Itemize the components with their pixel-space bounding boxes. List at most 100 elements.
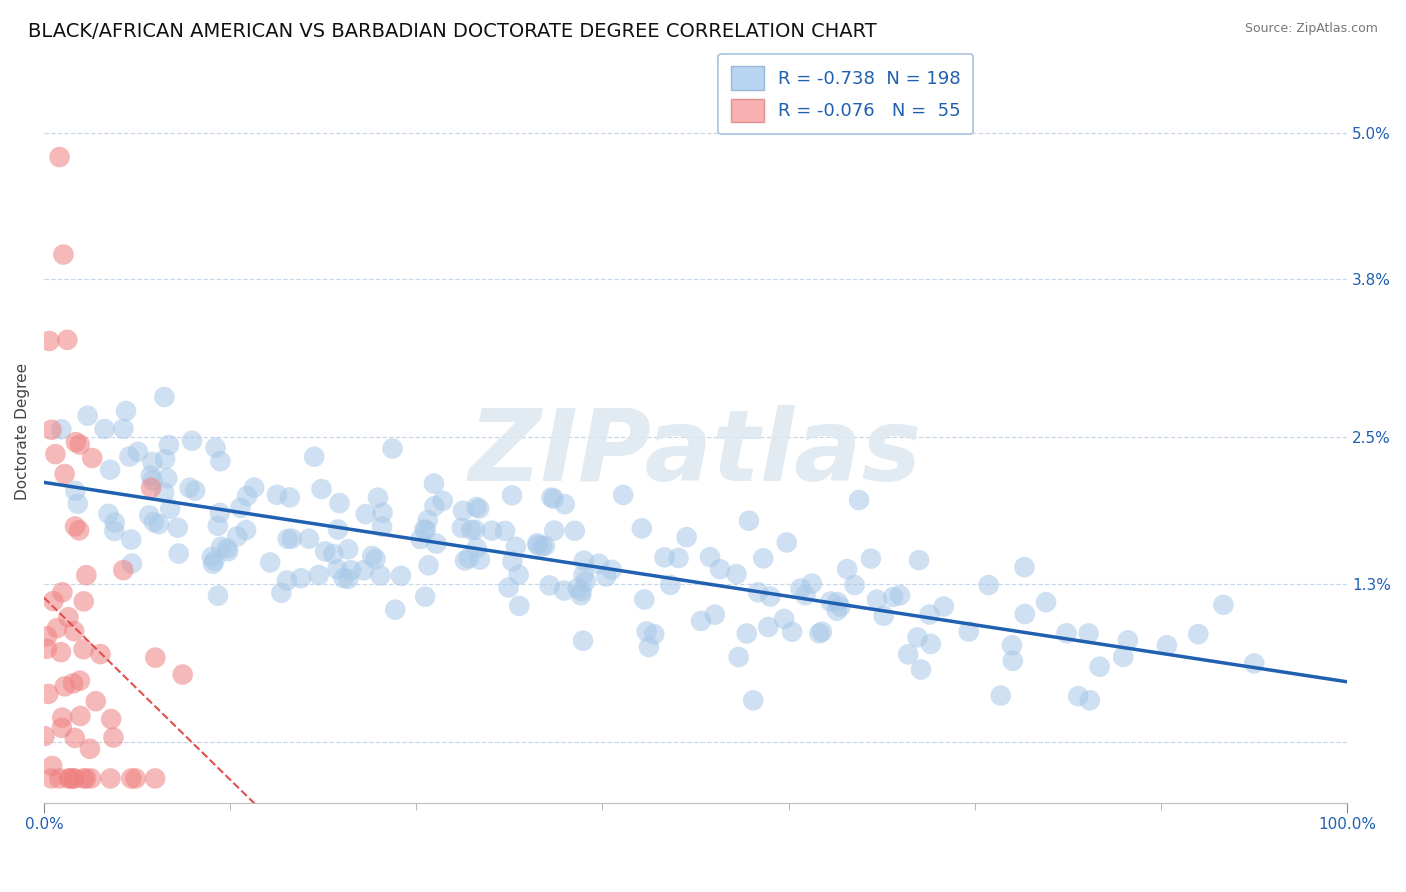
Point — [811, 624, 834, 639]
Point — [659, 578, 682, 592]
Point — [65, 483, 87, 498]
Point — [322, 547, 344, 561]
Point — [907, 630, 929, 644]
Point — [276, 574, 298, 588]
Point — [1112, 649, 1135, 664]
Point — [201, 549, 224, 564]
Point — [209, 540, 232, 554]
Point — [75, 568, 97, 582]
Point — [1067, 689, 1090, 703]
Point — [326, 562, 349, 576]
Point — [63, 519, 86, 533]
Point — [1243, 657, 1265, 671]
Point — [76, 409, 98, 423]
Point — [34, 729, 56, 743]
Point — [866, 592, 889, 607]
Point — [572, 553, 595, 567]
Point — [69, 709, 91, 723]
Point — [543, 524, 565, 538]
Point — [166, 521, 188, 535]
Point — [494, 524, 516, 538]
Point — [1035, 595, 1057, 609]
Point — [44, 447, 66, 461]
Point — [918, 607, 941, 622]
Point — [41, 423, 63, 437]
Point — [1014, 607, 1036, 621]
Point — [112, 422, 135, 436]
Point — [458, 551, 481, 566]
Point — [209, 454, 232, 468]
Point — [63, 731, 86, 745]
Point — [409, 532, 432, 546]
Point — [554, 497, 576, 511]
Point — [481, 524, 503, 538]
Point — [314, 544, 336, 558]
Point — [668, 551, 690, 566]
Point — [526, 536, 548, 550]
Point — [143, 650, 166, 665]
Point — [278, 491, 301, 505]
Point — [889, 588, 911, 602]
Point — [460, 523, 482, 537]
Point — [789, 582, 811, 596]
Point — [270, 586, 292, 600]
Point — [415, 524, 437, 538]
Point — [51, 585, 73, 599]
Point — [353, 563, 375, 577]
Point — [207, 589, 229, 603]
Point — [204, 441, 226, 455]
Point — [567, 581, 589, 595]
Point — [142, 515, 165, 529]
Point — [46, 621, 69, 635]
Point — [633, 592, 655, 607]
Point — [184, 483, 207, 498]
Point — [148, 517, 170, 532]
Point — [423, 476, 446, 491]
Point — [553, 583, 575, 598]
Point — [63, 772, 86, 786]
Point — [311, 482, 333, 496]
Point — [1116, 633, 1139, 648]
Point — [800, 576, 823, 591]
Point — [354, 507, 377, 521]
Point — [58, 610, 80, 624]
Point — [505, 540, 527, 554]
Point — [367, 491, 389, 505]
Point — [226, 529, 249, 543]
Point — [121, 557, 143, 571]
Point — [181, 434, 204, 448]
Point — [84, 694, 107, 708]
Point — [531, 539, 554, 553]
Point — [508, 567, 530, 582]
Point — [897, 648, 920, 662]
Point — [208, 506, 231, 520]
Point — [908, 553, 931, 567]
Point — [326, 523, 349, 537]
Point — [337, 572, 360, 586]
Point — [543, 491, 565, 506]
Point — [112, 563, 135, 577]
Point — [675, 530, 697, 544]
Point — [468, 552, 491, 566]
Point — [38, 334, 60, 348]
Point — [690, 614, 713, 628]
Point — [66, 497, 89, 511]
Point — [756, 620, 779, 634]
Point — [735, 626, 758, 640]
Point — [73, 594, 96, 608]
Text: ZIPatlas: ZIPatlas — [470, 405, 922, 502]
Point — [103, 524, 125, 538]
Point — [643, 627, 665, 641]
Point — [727, 650, 749, 665]
Point — [468, 501, 491, 516]
Point — [100, 712, 122, 726]
Point — [201, 557, 224, 571]
Point — [103, 731, 125, 745]
Point — [207, 518, 229, 533]
Point — [337, 542, 360, 557]
Point — [100, 772, 122, 786]
Point — [1187, 627, 1209, 641]
Point — [1077, 626, 1099, 640]
Point — [53, 467, 76, 481]
Point — [384, 602, 406, 616]
